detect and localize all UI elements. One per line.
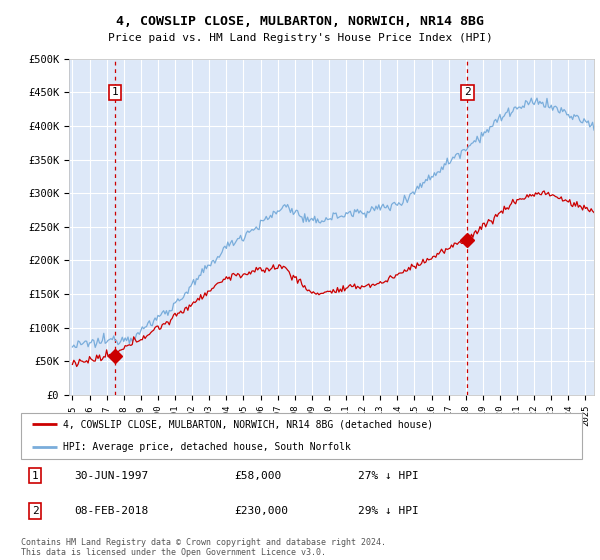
Text: 08-FEB-2018: 08-FEB-2018 bbox=[74, 506, 149, 516]
Text: Price paid vs. HM Land Registry's House Price Index (HPI): Price paid vs. HM Land Registry's House … bbox=[107, 33, 493, 43]
Text: 1: 1 bbox=[32, 470, 38, 480]
Text: 2: 2 bbox=[32, 506, 38, 516]
Text: HPI: Average price, detached house, South Norfolk: HPI: Average price, detached house, Sout… bbox=[63, 442, 351, 452]
Text: 4, COWSLIP CLOSE, MULBARTON, NORWICH, NR14 8BG (detached house): 4, COWSLIP CLOSE, MULBARTON, NORWICH, NR… bbox=[63, 419, 433, 429]
Text: 1: 1 bbox=[112, 87, 119, 97]
Text: £230,000: £230,000 bbox=[234, 506, 288, 516]
Text: 4, COWSLIP CLOSE, MULBARTON, NORWICH, NR14 8BG: 4, COWSLIP CLOSE, MULBARTON, NORWICH, NR… bbox=[116, 15, 484, 28]
Text: 2: 2 bbox=[464, 87, 471, 97]
Text: 30-JUN-1997: 30-JUN-1997 bbox=[74, 470, 149, 480]
Text: 27% ↓ HPI: 27% ↓ HPI bbox=[358, 470, 418, 480]
Text: £58,000: £58,000 bbox=[234, 470, 281, 480]
Text: 29% ↓ HPI: 29% ↓ HPI bbox=[358, 506, 418, 516]
Text: Contains HM Land Registry data © Crown copyright and database right 2024.
This d: Contains HM Land Registry data © Crown c… bbox=[21, 538, 386, 557]
